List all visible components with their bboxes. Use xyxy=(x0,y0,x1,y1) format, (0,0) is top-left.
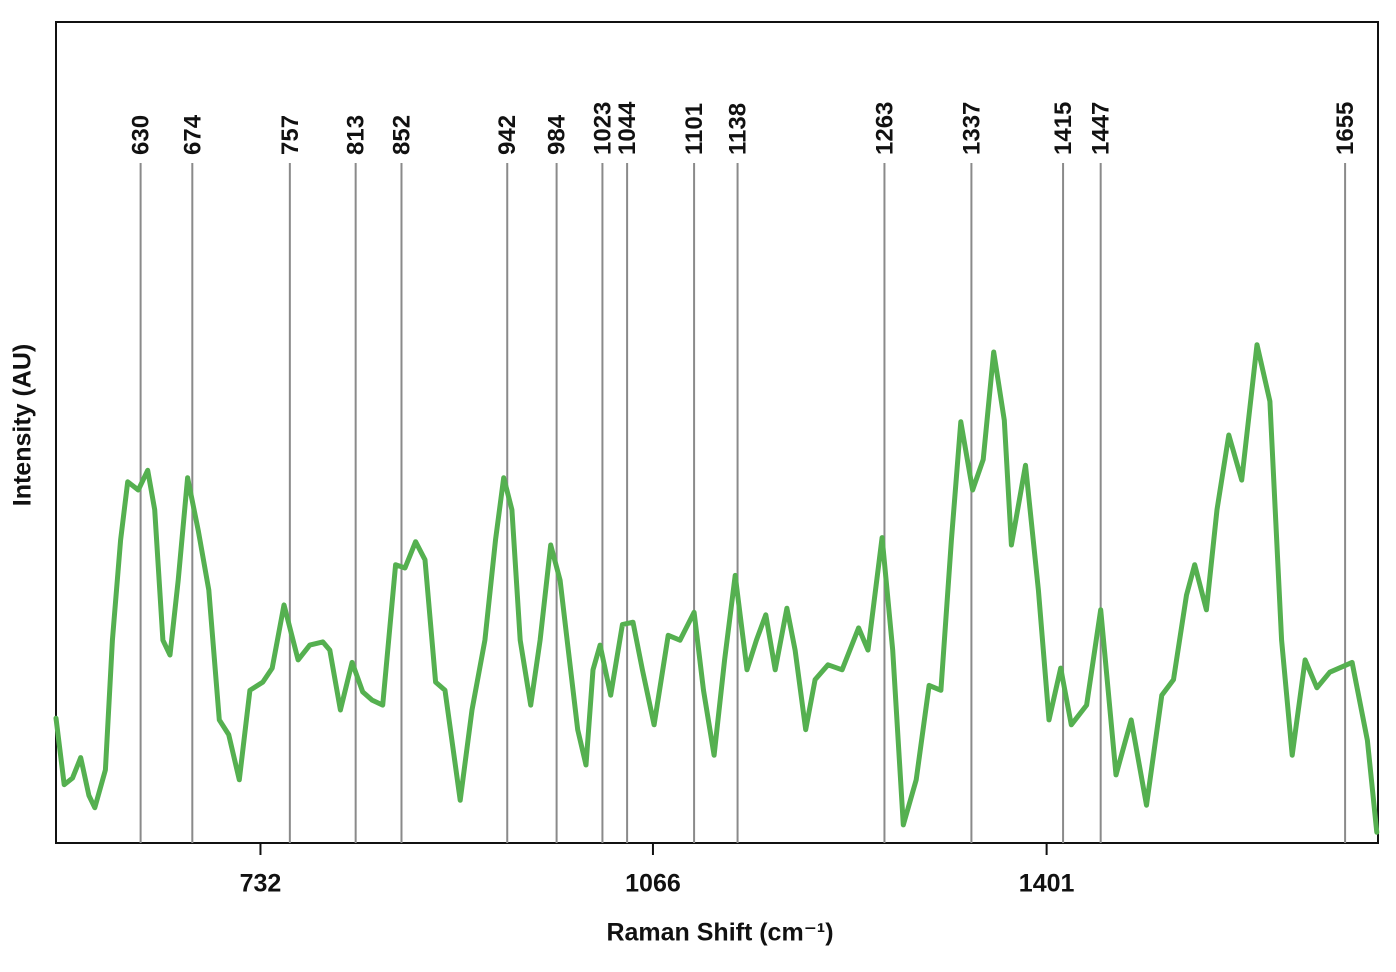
y-axis-label: Intensity (AU) xyxy=(9,344,37,507)
peak-label: 942 xyxy=(494,115,521,155)
x-tick-label: 1401 xyxy=(1019,870,1075,898)
spectrum-line xyxy=(53,342,1380,835)
peak-label: 1337 xyxy=(958,102,985,155)
x-axis-label: Raman Shift (cm⁻¹) xyxy=(606,919,833,947)
peak-label: 630 xyxy=(128,115,155,155)
peak-label: 1138 xyxy=(725,103,752,155)
peak-label: 1263 xyxy=(871,102,898,155)
peak-label: 984 xyxy=(544,114,571,155)
peak-label: 1655 xyxy=(1332,102,1359,155)
peak-label: 1415 xyxy=(1050,102,1077,155)
peak-label: 674 xyxy=(179,114,206,155)
peak-label: 852 xyxy=(388,115,415,155)
x-tick-label: 1066 xyxy=(625,870,681,898)
peak-label: 1101 xyxy=(681,103,708,155)
peak-label: 1044 xyxy=(614,101,641,155)
peak-label: 757 xyxy=(277,115,304,155)
plot-frame xyxy=(55,21,1379,844)
peak-label: 1023 xyxy=(589,102,616,155)
x-tick-label: 732 xyxy=(240,870,282,898)
peak-label: 813 xyxy=(343,115,370,155)
peak-label: 1447 xyxy=(1088,102,1115,155)
